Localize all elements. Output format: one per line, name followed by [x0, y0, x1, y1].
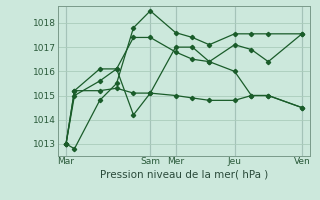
X-axis label: Pression niveau de la mer( hPa ): Pression niveau de la mer( hPa )	[100, 169, 268, 179]
